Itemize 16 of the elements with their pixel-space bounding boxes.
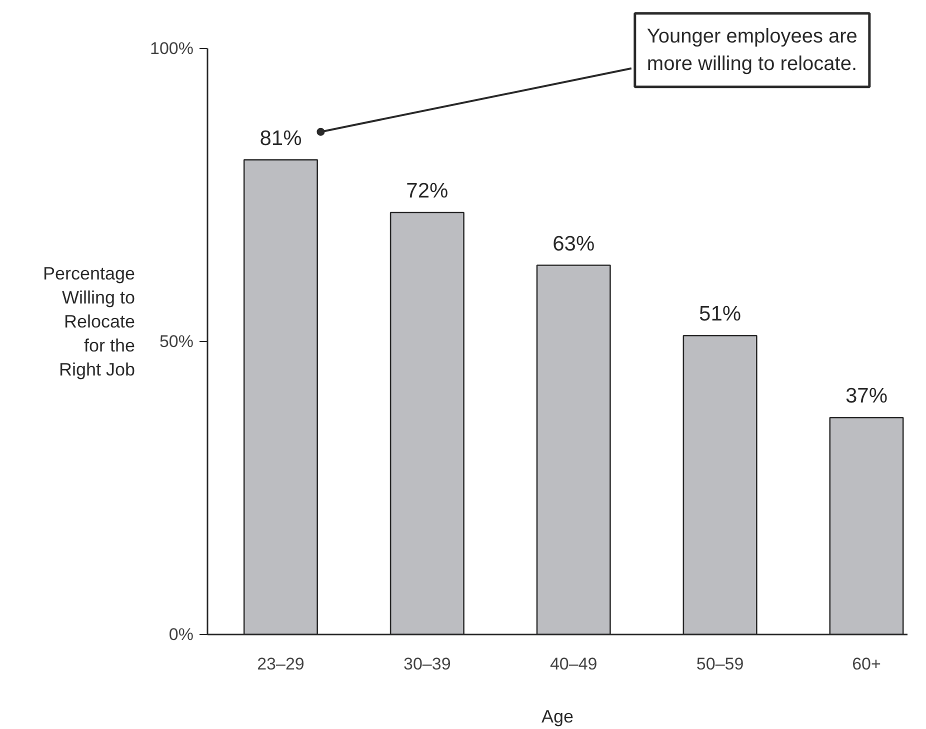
data-label: 72% bbox=[406, 180, 448, 203]
annotation: Younger employees are more willing to relocate. bbox=[646, 25, 858, 75]
x-tick-label: 23–29 bbox=[257, 654, 304, 674]
y-axis-title: Percentage Willing to Relocate for the Right Job bbox=[42, 264, 136, 380]
data-label: 51% bbox=[699, 302, 742, 326]
data-label: 37% bbox=[845, 384, 888, 408]
y-tick-label: 100% bbox=[150, 38, 194, 58]
x-tick-label: 40–49 bbox=[550, 654, 598, 674]
x-tick-label: 30–39 bbox=[404, 654, 451, 674]
y-tick-label: 50% bbox=[159, 332, 194, 351]
x-axis-title: Age bbox=[541, 706, 574, 726]
y-tick-label: 0% bbox=[168, 625, 194, 644]
x-tick-label: 60+ bbox=[852, 654, 881, 674]
data-label: 63% bbox=[552, 232, 595, 256]
x-tick-label: 50–59 bbox=[696, 654, 744, 674]
data-label: 81% bbox=[260, 126, 302, 150]
